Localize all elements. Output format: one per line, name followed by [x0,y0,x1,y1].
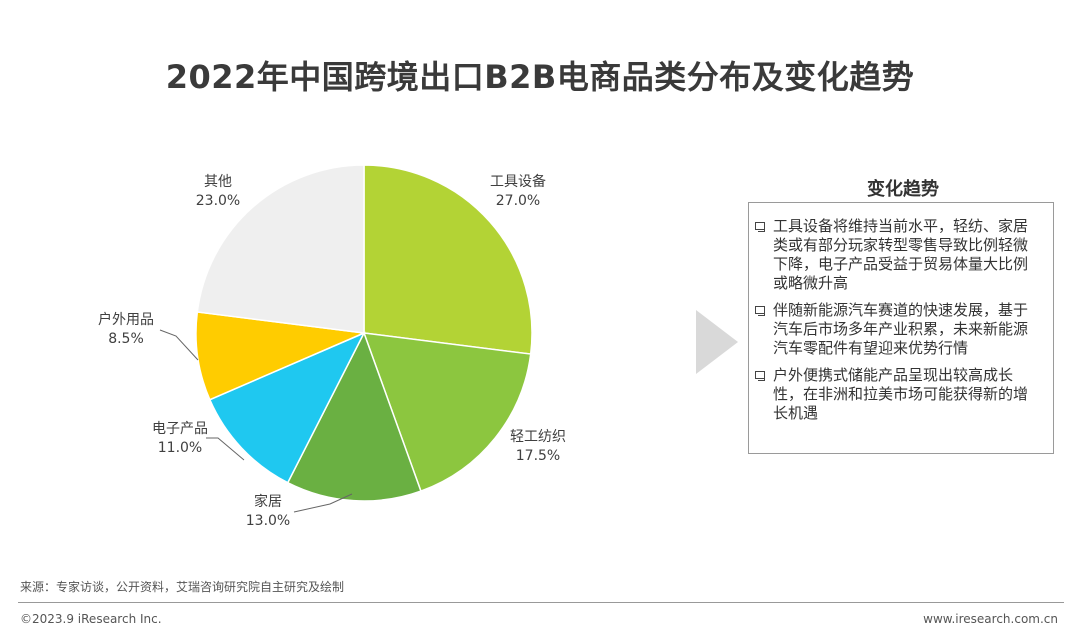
pie-slice [196,164,365,334]
trend-panel-title: 变化趋势 [867,179,939,200]
pie-value-label: 13.0% [246,513,290,529]
pie-value-label: 11.0% [158,440,202,456]
pie-slice [286,331,422,502]
leader-line [206,437,245,461]
pie-value-label: 27.0% [496,193,540,209]
website-link[interactable]: www.iresearch.com.cn [923,612,1058,626]
pie-category-label: 家居 [254,493,282,510]
copyright: ©2023.9 iResearch Inc. [20,612,162,626]
trend-item: 工具设备将维持当前水平，轻纺、家居类或有部分玩家转型零售导致比例轻微下降，电子产… [755,217,1037,293]
leader-line [293,493,353,513]
pie-slice [362,332,532,493]
pie-category-label: 轻工纺织 [510,429,566,445]
leader-lines [159,329,353,513]
pie-value-label: 23.0% [196,193,240,209]
trend-item-text: 伴随新能源汽车赛道的快速发展，基于汽车后市场多年产业积累，未来新能源汽车零配件有… [773,301,1029,357]
pie-category-label: 户外用品 [98,311,154,328]
trend-item: 户外便携式储能产品呈现出较高成长性，在非洲和拉美市场可能获得新的增长机遇 [755,366,1037,423]
trend-item-text: 户外便携式储能产品呈现出较高成长性，在非洲和拉美市场可能获得新的增长机遇 [773,366,1029,422]
checkbox-icon [755,306,765,316]
pie-value-label: 17.5% [516,448,560,464]
pie-chart: 工具设备 27.0% 轻工纺织 17.5% 家居 13.0% 电子产品 11.0% 户外用品 8.… [98,164,566,529]
checkbox-icon [755,371,765,381]
pie-slice [195,311,367,401]
source-note: 来源：专家访谈，公开资料，艾瑞咨询研究院自主研究及绘制 [20,580,345,594]
pie-slice [363,164,533,355]
pie-value-label: 8.5% [108,331,144,347]
pie-category-label: 电子产品 [152,421,208,437]
arrow-right-icon [696,310,738,374]
pie-category-label: 工具设备 [490,173,546,190]
pie-labels: 工具设备 27.0% 轻工纺织 17.5% 家居 13.0% 电子产品 11.0% 户外用品 8.… [98,173,566,529]
footer-divider [18,602,1064,603]
pie-slices [195,164,533,502]
checkbox-icon [755,222,765,232]
pie-category-label: 其他 [204,174,232,190]
leader-line [159,329,199,361]
pie-slice [208,331,366,484]
page-title: 2022年中国跨境出口B2B电商品类分布及变化趋势 [165,58,915,96]
trend-item: 伴随新能源汽车赛道的快速发展，基于汽车后市场多年产业积累，未来新能源汽车零配件有… [755,301,1037,358]
trend-panel: 工具设备将维持当前水平，轻纺、家居类或有部分玩家转型零售导致比例轻微下降，电子产… [748,202,1054,454]
trend-item-text: 工具设备将维持当前水平，轻纺、家居类或有部分玩家转型零售导致比例轻微下降，电子产… [773,217,1029,292]
